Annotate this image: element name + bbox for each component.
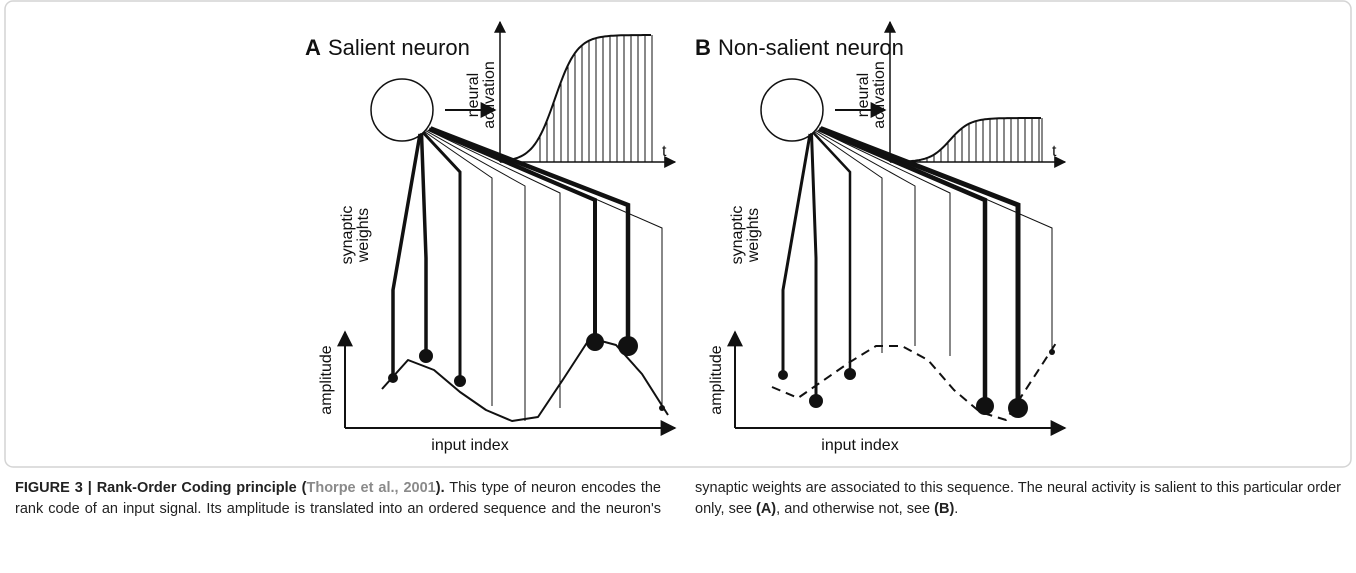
- neuron: [370, 78, 434, 142]
- amplitude-label: amplitude: [318, 345, 335, 414]
- ref-a: (A): [756, 501, 777, 517]
- synapse: [815, 130, 916, 346]
- synapse-dot: [778, 370, 788, 380]
- synapse: [818, 127, 988, 406]
- activation-label: neural: [855, 73, 872, 117]
- synapse-dot: [976, 397, 994, 415]
- synapse-dot: [1008, 398, 1028, 418]
- synapse: [810, 133, 818, 401]
- activation-curve: [895, 117, 1041, 163]
- synapse: [428, 127, 597, 342]
- caption: FIGURE 3 | Rank-Order Coding principle (…: [15, 478, 1341, 520]
- time-label: t: [662, 143, 667, 160]
- synapse-dot: [388, 373, 398, 383]
- panel-title: Non-salient neuron: [718, 35, 904, 60]
- panel-title: Salient neuron: [328, 35, 470, 60]
- synapse: [812, 131, 852, 374]
- figure-border: [4, 0, 1352, 468]
- time-label: t: [1052, 143, 1057, 160]
- activation-curve: [504, 34, 651, 162]
- activation-label: neural: [465, 73, 482, 117]
- activation-label: activation: [481, 61, 498, 129]
- caption-label-end: ).: [435, 480, 445, 496]
- synapse-dot: [419, 349, 433, 363]
- caption-text: This type of neuron encodes the rank cod…: [15, 480, 1341, 517]
- weights-label: synaptic: [339, 206, 356, 265]
- neuron: [760, 78, 824, 142]
- synapse: [431, 127, 663, 408]
- synapse: [419, 133, 428, 356]
- synapse: [421, 131, 462, 381]
- ref-b: (B): [934, 501, 955, 517]
- weights-label: weights: [355, 208, 372, 263]
- x-label: input index: [431, 437, 508, 454]
- synapse: [424, 131, 493, 406]
- synapse: [781, 133, 812, 375]
- panel-letter: B: [695, 35, 711, 60]
- synapse: [819, 126, 1021, 408]
- x-label: input index: [821, 437, 898, 454]
- synapse-dot: [586, 333, 604, 351]
- synapse: [814, 131, 883, 353]
- weights-label: weights: [745, 208, 762, 263]
- synapse: [425, 130, 526, 421]
- weights-label: synaptic: [729, 206, 746, 265]
- amplitude-label: amplitude: [708, 345, 725, 414]
- synapse: [817, 129, 951, 356]
- activation-label: activation: [871, 61, 888, 129]
- citation[interactable]: Thorpe et al., 2001: [306, 480, 436, 496]
- synapse-dot: [618, 336, 638, 356]
- synapse-dot: [454, 375, 466, 387]
- synapse-dot: [1049, 349, 1055, 355]
- panel-letter: A: [305, 35, 321, 60]
- synapse: [821, 127, 1053, 352]
- synapse: [391, 133, 422, 378]
- caption-text: , and otherwise not, see: [776, 501, 935, 517]
- synapse-dot: [659, 405, 665, 411]
- synapse: [429, 126, 631, 346]
- synapse-dot: [809, 394, 823, 408]
- caption-label: FIGURE 3 | Rank-Order Coding principle (: [15, 480, 307, 496]
- synapse: [427, 129, 561, 408]
- caption-text: .: [954, 501, 959, 517]
- synapse-dot: [844, 368, 856, 380]
